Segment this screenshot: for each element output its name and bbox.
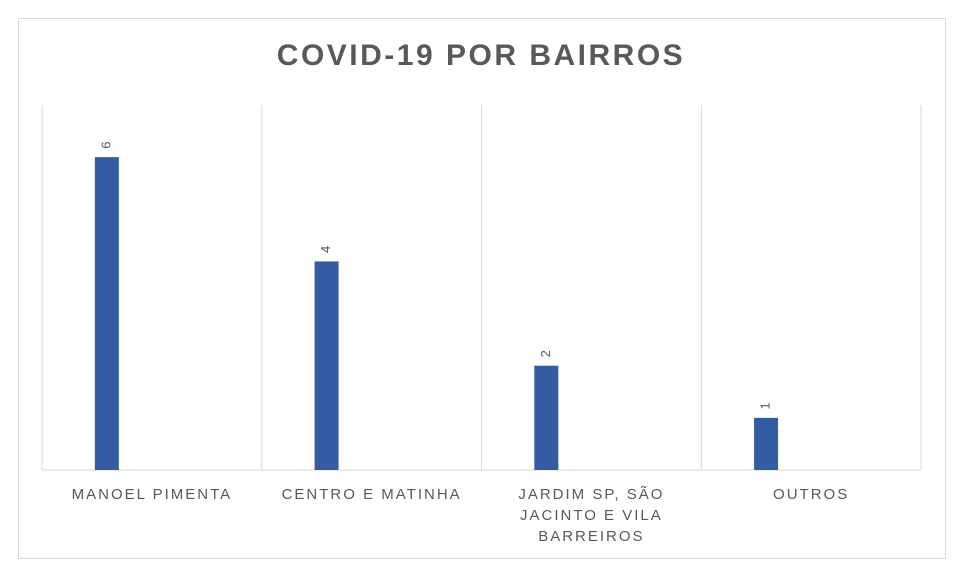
- x-tick-label: CENTRO E MATINHA: [281, 486, 462, 503]
- data-label: 2: [538, 350, 553, 357]
- data-label: 4: [318, 246, 333, 253]
- bar: [314, 261, 339, 470]
- x-tick-label: MANOEL PIMENTA: [71, 486, 233, 503]
- x-tick-label: OUTROS: [773, 486, 850, 503]
- bar: [94, 157, 119, 470]
- data-label: 6: [98, 142, 113, 149]
- x-tick-label: JARDIM SP, SÃO JACINTO E VILA BARREIROS: [518, 486, 665, 545]
- bar: [754, 417, 779, 470]
- data-label: 1: [758, 402, 773, 409]
- bar: [534, 365, 559, 470]
- chart-title: COVID-19 POR BAIRROS: [277, 39, 685, 72]
